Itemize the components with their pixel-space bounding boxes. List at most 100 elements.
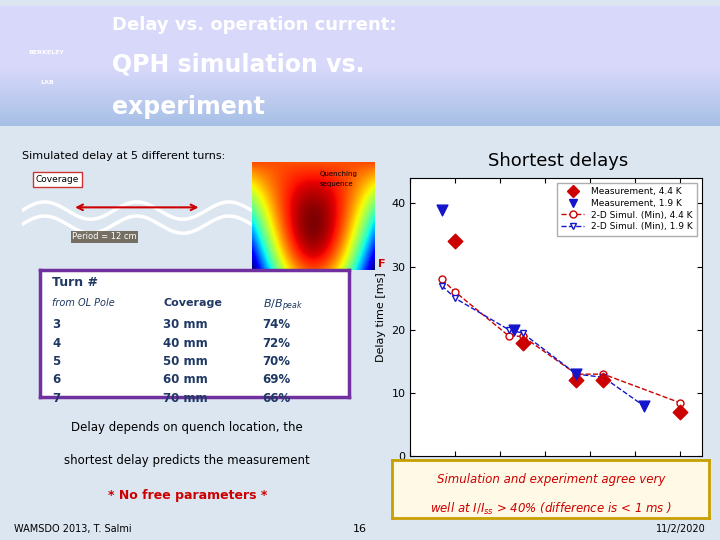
Bar: [0, 49, 720, 110]
Point: [571, 370, 582, 379]
Bar: [0, 51, 720, 112]
Legend: Measurement, 4.4 K, Measurement, 1.9 K, 2-D Simul. (Min), 4.4 K, 2-D Simul. (Min: Measurement, 4.4 K, Measurement, 1.9 K, …: [557, 183, 698, 236]
Bar: [0, 48, 720, 108]
Bar: [0, 50, 720, 110]
Text: shortest delay predicts the measurement: shortest delay predicts the measurement: [64, 454, 310, 467]
Bar: [0, 48, 720, 109]
Bar: [0, 16, 720, 76]
Bar: [0, 35, 720, 96]
Text: 6: 6: [52, 374, 60, 387]
Bar: [0, 57, 720, 117]
Text: 3: 3: [52, 318, 60, 331]
Point: [517, 338, 528, 347]
Text: from OL Pole: from OL Pole: [52, 298, 114, 308]
Bar: [0, 44, 720, 104]
Text: Turn #: Turn #: [52, 276, 98, 289]
Bar: [0, 40, 720, 100]
Bar: [0, 56, 720, 116]
Bar: [0, 11, 720, 71]
Text: Coverage: Coverage: [163, 298, 222, 308]
Text: 72%: 72%: [263, 336, 290, 349]
Point: [571, 376, 582, 385]
Bar: [0, 64, 720, 125]
Text: Shortest delays: Shortest delays: [488, 152, 628, 170]
Text: 30 mm: 30 mm: [163, 318, 208, 331]
Bar: [0, 15, 720, 75]
Bar: [0, 56, 720, 117]
Bar: [0, 9, 720, 70]
Bar: [0, 59, 720, 119]
Bar: [0, 19, 720, 80]
Bar: [0, 59, 720, 120]
Text: Quenching: Quenching: [320, 171, 357, 177]
Bar: [0, 40, 720, 101]
Bar: [0, 65, 720, 125]
Bar: [0, 22, 720, 82]
Text: 70 mm: 70 mm: [163, 392, 208, 405]
Text: WAMSDO 2013, T. Salmi: WAMSDO 2013, T. Salmi: [14, 523, 132, 534]
Text: F: F: [378, 259, 385, 269]
Text: QPH simulation vs.: QPH simulation vs.: [112, 53, 364, 77]
Bar: [0, 26, 720, 86]
Bar: [0, 51, 720, 111]
Bar: [0, 14, 720, 75]
Bar: [0, 16, 720, 77]
Text: 60 mm: 60 mm: [163, 374, 208, 387]
Bar: [0, 39, 720, 99]
Bar: [0, 39, 720, 100]
Bar: [0, 41, 720, 102]
Text: 5: 5: [52, 355, 60, 368]
Bar: [0, 28, 720, 88]
Bar: [0, 62, 720, 123]
Bar: [0, 60, 720, 120]
Text: Delay vs. operation current:: Delay vs. operation current:: [112, 16, 396, 34]
Bar: [0, 17, 720, 77]
Bar: [0, 10, 720, 71]
Text: Coverage: Coverage: [35, 175, 78, 184]
X-axis label: Current / Short sample limit [%]: Current / Short sample limit [%]: [467, 477, 645, 487]
Y-axis label: Delay time [ms]: Delay time [ms]: [376, 272, 386, 362]
Bar: [0, 6, 720, 66]
Bar: [0, 10, 720, 70]
Bar: [0, 66, 720, 126]
Bar: [0, 46, 720, 107]
Point: [598, 376, 609, 385]
Point: [508, 326, 519, 334]
Bar: [0, 25, 720, 86]
Bar: [0, 45, 720, 105]
Text: experiment: experiment: [112, 95, 264, 119]
Bar: [0, 22, 720, 83]
Text: BERKELEY: BERKELEY: [29, 50, 65, 55]
Bar: [0, 58, 720, 118]
Text: 11/2/2020: 11/2/2020: [656, 523, 706, 534]
Text: 74%: 74%: [263, 318, 291, 331]
Bar: [0, 24, 720, 85]
Text: * No free parameters *: * No free parameters *: [107, 489, 267, 502]
Bar: [0, 31, 720, 92]
Text: 7: 7: [52, 392, 60, 405]
Point: [638, 401, 649, 410]
Bar: [0, 52, 720, 112]
Bar: [0, 50, 720, 111]
Point: [674, 408, 685, 416]
Bar: [0, 14, 720, 73]
Bar: [0, 53, 720, 113]
Bar: [0, 25, 720, 85]
Bar: [0, 26, 720, 87]
Bar: [0, 31, 720, 91]
Point: [436, 206, 448, 214]
Bar: [0, 47, 720, 107]
Text: 66%: 66%: [263, 392, 291, 405]
Bar: [0, 63, 720, 123]
Bar: [0, 30, 720, 91]
Bar: [0, 45, 720, 106]
Bar: [0, 18, 720, 78]
Text: Period = 12 cm: Period = 12 cm: [72, 232, 137, 241]
Text: 40 mm: 40 mm: [163, 336, 208, 349]
Bar: [0, 43, 720, 103]
Text: 69%: 69%: [263, 374, 291, 387]
Text: 50 mm: 50 mm: [163, 355, 208, 368]
Bar: [0, 15, 720, 76]
Bar: [0, 42, 720, 103]
Bar: [0, 12, 720, 73]
